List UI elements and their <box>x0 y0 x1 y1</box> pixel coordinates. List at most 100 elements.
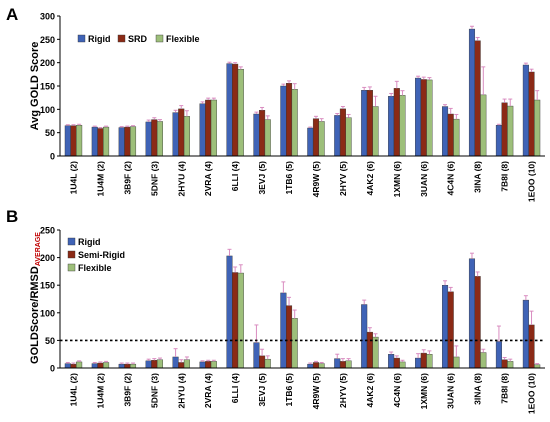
bar <box>468 28 476 157</box>
legend-swatch <box>67 237 76 246</box>
bar <box>103 126 110 157</box>
bar <box>528 71 535 157</box>
bar <box>183 359 190 369</box>
bar <box>151 360 158 369</box>
bar <box>280 292 287 369</box>
bar <box>264 358 271 369</box>
bar <box>345 360 352 369</box>
bar <box>415 77 422 157</box>
bar <box>480 352 487 369</box>
legend-label: Rigid <box>88 34 111 44</box>
panel-a-legend: Rigid SRD Flexible <box>77 34 200 44</box>
bar <box>399 95 406 157</box>
bar <box>426 79 433 157</box>
x-tick-label: 1TB6 (5) <box>284 373 294 407</box>
legend-label: Flexible <box>78 263 112 273</box>
x-tick-label: 3INA (8) <box>473 161 483 193</box>
x-tick-label: 4R9W (5) <box>311 161 321 198</box>
bar <box>129 126 137 157</box>
legend-swatch <box>67 250 76 259</box>
x-tick-label: 3INA (8) <box>473 373 483 405</box>
bar <box>97 128 104 157</box>
x-tick-label: 1U4L (2) <box>68 373 78 407</box>
x-tick-label: 2HYV (5) <box>338 373 348 408</box>
bar <box>172 356 179 369</box>
x-tick-label: 1EOO (10) <box>527 373 537 414</box>
panel-b-label: B <box>6 207 18 226</box>
bar <box>339 361 346 369</box>
legend-swatch <box>67 263 76 272</box>
bar <box>388 354 395 369</box>
bar <box>178 108 185 157</box>
bar <box>226 63 233 157</box>
panel-b-y-axis-label: GOLDScore/RMSDAVERAGE <box>29 232 42 364</box>
bar <box>172 112 179 157</box>
bar <box>442 106 449 157</box>
x-tick-label: 1EOO (10) <box>527 161 537 202</box>
bar <box>103 362 110 369</box>
bar <box>118 127 125 157</box>
bar <box>474 276 481 369</box>
x-tick-label: 6LLI (4) <box>230 161 240 191</box>
y-tick-label: 50 <box>45 128 55 138</box>
bar <box>291 318 298 369</box>
x-tick-label: 3EVJ (5) <box>257 373 267 407</box>
y-tick-label: 250 <box>40 226 55 236</box>
bar <box>393 357 400 369</box>
bar <box>480 94 487 157</box>
bar <box>312 362 320 369</box>
y-tick-label: 150 <box>40 82 55 92</box>
bar <box>307 127 314 157</box>
bar <box>129 363 137 369</box>
bar <box>507 361 514 369</box>
y-tick-label: 300 <box>40 12 55 22</box>
x-tick-label: 2VRA (4) <box>203 161 213 196</box>
bar <box>495 341 502 369</box>
bar <box>507 105 514 157</box>
legend-label: Semi-Rigid <box>78 250 125 260</box>
bar <box>393 88 400 157</box>
bar <box>118 363 125 369</box>
x-tick-label: 4AK2 (6) <box>365 161 375 196</box>
x-tick-label: 1TB6 (5) <box>284 161 294 195</box>
bar <box>285 82 293 157</box>
bar <box>70 363 77 369</box>
bar <box>253 342 260 369</box>
bar <box>91 126 98 157</box>
x-tick-label: 3B9F (2) <box>122 373 132 407</box>
x-tick-label: 3UAN (6) <box>446 373 456 409</box>
panel-b-y-axis-label-sub: AVERAGE <box>35 232 42 266</box>
x-tick-label: 1U4M (2) <box>95 161 105 197</box>
x-tick-label: 2HYU (4) <box>176 373 186 409</box>
bar <box>318 121 325 157</box>
x-tick-label: 7B8I (8) <box>500 373 510 404</box>
x-tick-label: 1XMN (6) <box>392 161 402 198</box>
legend-label: Flexible <box>166 34 200 44</box>
bar <box>399 361 406 369</box>
panel-b: B GOLDScore/RMSDAVERAGE 0 50 100 150 200 250 1… <box>6 207 545 414</box>
y-tick-label: 0 <box>50 152 55 162</box>
x-tick-label: 4C4N (6) <box>392 373 402 408</box>
bar <box>259 355 266 369</box>
bar <box>264 119 271 157</box>
legend-swatch <box>117 34 126 43</box>
bar <box>232 63 239 157</box>
bar <box>124 363 131 369</box>
bar <box>361 304 368 369</box>
x-tick-label: 2HYV (5) <box>338 161 348 196</box>
bar <box>285 305 293 369</box>
bar <box>76 124 83 157</box>
x-tick-label: 1U4M (2) <box>95 373 105 409</box>
bar <box>372 336 379 369</box>
bar <box>76 361 83 369</box>
y-tick-label: 100 <box>40 105 55 115</box>
bar <box>307 363 314 369</box>
bar <box>522 299 529 369</box>
panel-a: A Avg GOLD Score 0 50 100 150 200 250 300 1U4L … <box>6 5 545 202</box>
x-tick-label: 3UAN (6) <box>419 161 429 197</box>
legend-label: Rigid <box>78 237 101 247</box>
bar <box>366 89 373 157</box>
bar <box>415 357 422 369</box>
bar <box>528 324 535 369</box>
